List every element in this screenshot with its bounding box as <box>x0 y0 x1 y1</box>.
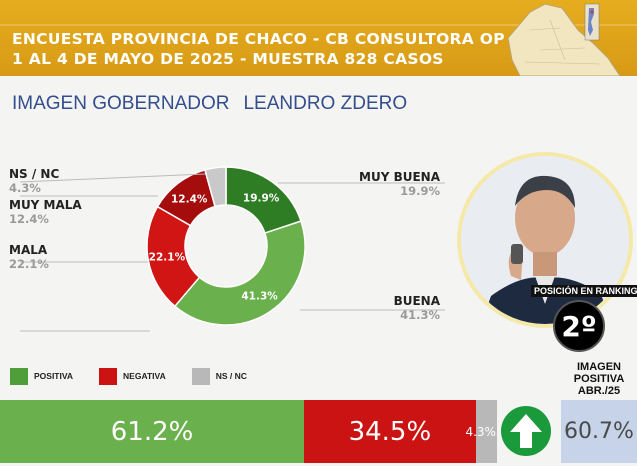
label-ns-nc-pct: 4.3% <box>9 181 41 195</box>
donut-value-label-muy-buena: 19.9% <box>243 192 280 204</box>
previous-label-line2: POSITIVA <box>573 373 625 385</box>
legend-swatch-ns-nc <box>191 367 210 385</box>
legend-swatch-positiva <box>10 367 28 385</box>
label-muy-buena-pct: 19.9% <box>400 184 440 198</box>
label-mala-name: MALA <box>9 243 48 257</box>
donut-value-label-muy-mala: 12.4% <box>171 194 208 206</box>
bar-segment-positiva: 61.2% <box>0 400 305 463</box>
chaco-map-icon <box>507 3 621 76</box>
donut-chart: 19.9% 41.3% 22.1% 12.4% <box>19 166 445 332</box>
label-muy-mala-pct: 12.4% <box>9 212 49 226</box>
ranking-badge: 2º <box>553 300 605 352</box>
stacked-bar: 61.2% 34.5% 4.3% <box>0 400 497 463</box>
governor-photo <box>461 156 629 324</box>
bar-segment-ns-nc: 4.3% <box>465 400 497 463</box>
previous-image-label: IMAGEN POSITIVA ABR./25 <box>561 361 637 397</box>
label-buena-name: BUENA <box>393 294 440 308</box>
label-buena: BUENA 41.3% <box>394 294 440 322</box>
header-divider <box>0 24 637 26</box>
label-mala-pct: 22.1% <box>9 257 49 271</box>
header-title-line2: 1 AL 4 DE MAYO DE 2025 - MUESTRA 828 CAS… <box>12 50 444 68</box>
subtitle-part2: LEANDRO ZDERO <box>243 93 408 114</box>
label-buena-pct: 41.3% <box>400 308 440 322</box>
donut-value-label-buena: 41.3% <box>241 291 278 303</box>
previous-label-line3: ABR./25 <box>577 385 621 397</box>
previous-label-line1: IMAGEN <box>577 361 621 373</box>
subtitle-part1: IMAGEN GOBERNADOR <box>12 93 230 114</box>
trend-up-arrow-icon <box>501 406 551 456</box>
previous-image-value: 60.7% <box>561 400 637 463</box>
label-muy-buena-name: MUY BUENA <box>359 170 440 184</box>
legend: POSITIVA NEGATIVA NS / NC <box>10 367 273 385</box>
governor-photo-frame <box>457 152 633 328</box>
donut-slice-ns-nc <box>203 166 227 208</box>
header-banner: ENCUESTA PROVINCIA DE CHACO - CB CONSULT… <box>0 0 637 76</box>
bar-segment-negativa: 34.5% <box>304 400 476 463</box>
header-title-line1: ENCUESTA PROVINCIA DE CHACO - CB CONSULT… <box>12 30 505 48</box>
donut-value-label-mala: 22.1% <box>149 251 186 263</box>
donut-slice-buena <box>173 220 306 326</box>
label-mala: MALA 22.1% <box>9 243 49 271</box>
label-muy-mala: MUY MALA 12.4% <box>9 198 82 226</box>
legend-label-positiva: POSITIVA <box>34 371 74 381</box>
legend-label-negativa: NEGATIVA <box>123 371 166 381</box>
legend-swatch-negativa <box>99 367 118 385</box>
subtitle: IMAGEN GOBERNADOR LEANDRO ZDERO <box>12 93 407 115</box>
label-ns-nc-name: NS / NC <box>9 167 60 181</box>
label-muy-buena: MUY BUENA 19.9% <box>359 170 440 198</box>
ranking-label: POSICIÓN EN RANKING <box>531 285 637 297</box>
label-ns-nc: NS / NC 4.3% <box>9 167 59 195</box>
label-muy-mala-name: MUY MALA <box>9 198 82 212</box>
legend-label-ns-nc: NS / NC <box>215 371 247 381</box>
